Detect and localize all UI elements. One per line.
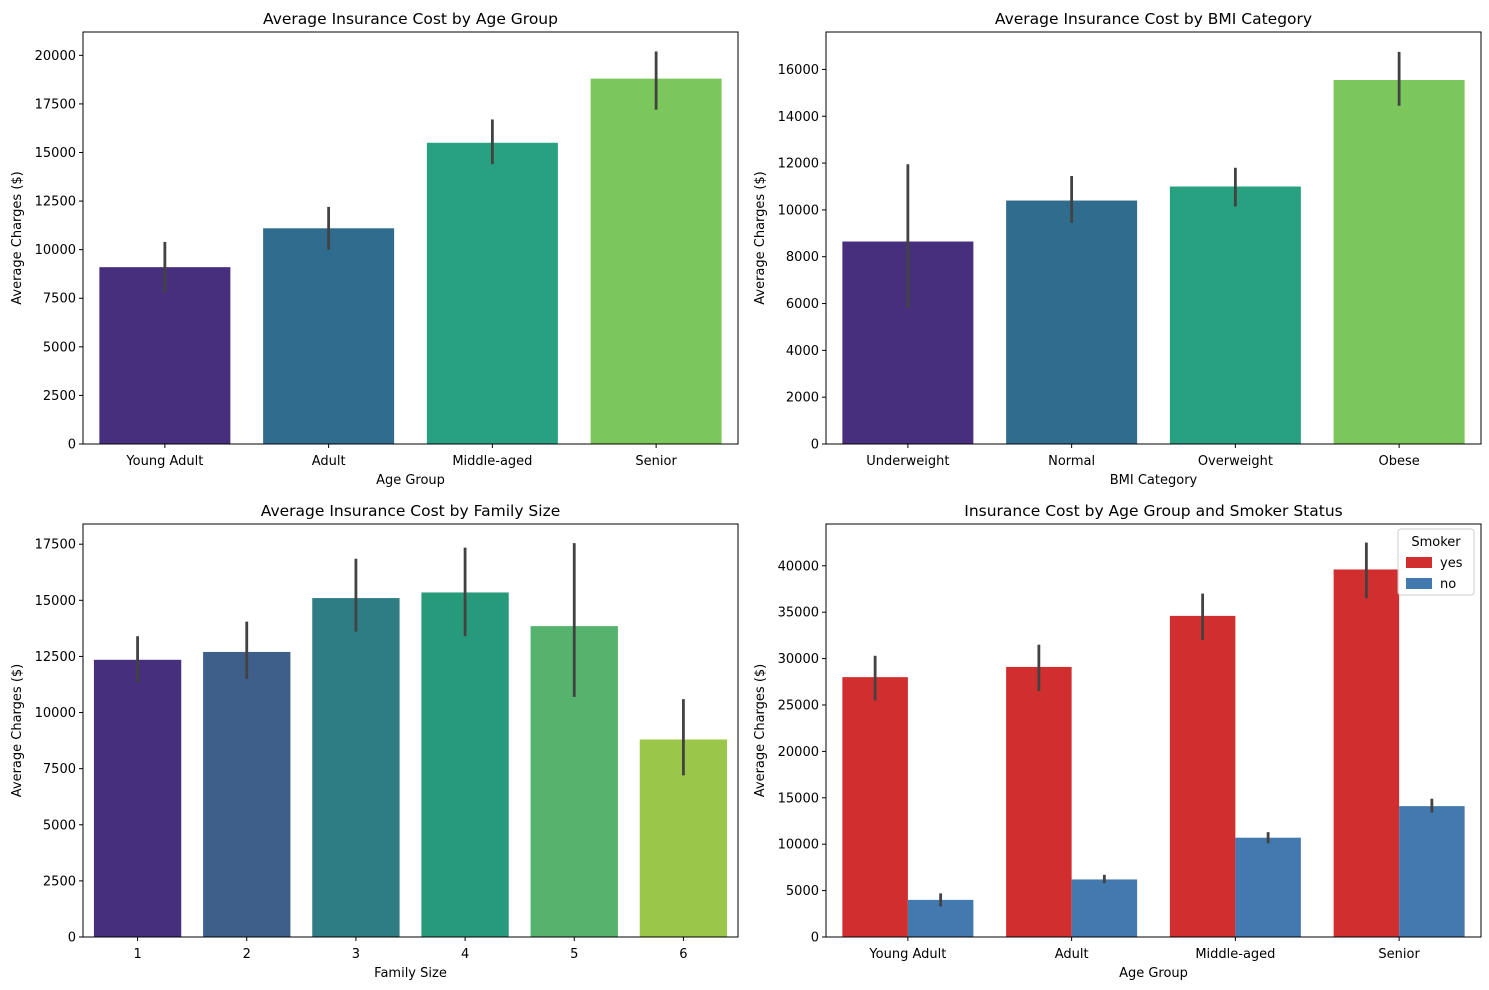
axes-frame	[825, 523, 1482, 938]
y-tick-label: 15000	[35, 146, 76, 161]
y-tick-label: 40000	[778, 559, 819, 574]
x-tick-label: Underweight	[866, 454, 949, 469]
chart-title: Average Insurance Cost by BMI Category	[995, 10, 1312, 28]
x-tick-label: Middle-aged	[1195, 947, 1275, 962]
bar-1	[93, 659, 182, 937]
bar-2	[263, 228, 395, 444]
x-tick-label: 6	[679, 947, 687, 962]
y-tick-label: 6000	[786, 297, 819, 312]
y-tick-label: 10000	[35, 706, 76, 721]
y-tick-label: 5000	[786, 884, 819, 899]
chart-panel-2: 0 2000 4000 6000 8000 10000 12000 14000 16000 Und…	[753, 10, 1482, 488]
x-tick-label: Overweight	[1198, 454, 1273, 469]
y-tick-label: 4000	[786, 344, 819, 359]
bar-3	[426, 142, 558, 444]
y-tick-label: 2500	[43, 389, 76, 404]
x-tick-label: Obese	[1378, 454, 1419, 469]
y-tick-label: 17500	[35, 538, 76, 553]
y-tick-label: 0	[68, 931, 76, 946]
x-tick-label: Adult	[312, 454, 346, 469]
axes-frame	[825, 31, 1482, 445]
legend-swatch-no	[1406, 578, 1432, 589]
y-tick-label: 17500	[35, 97, 76, 112]
bar-yes-1	[842, 677, 908, 937]
y-tick-label: 0	[811, 931, 819, 946]
y-axis-label: Average Charges ($)	[10, 664, 25, 798]
legend: Smoker yes no	[1397, 528, 1475, 596]
legend-swatch-yes	[1406, 557, 1432, 568]
x-tick-label: 5	[570, 947, 578, 962]
bar-no-4	[1399, 806, 1465, 937]
bar-no-3	[1235, 837, 1301, 937]
chart-panel-3: 0 2500 5000 7500 10000 12500 15000 17500 1 2 3 4 5 6 A…	[10, 502, 739, 981]
y-tick-label: 15000	[35, 594, 76, 609]
x-tick-label: 2	[243, 947, 251, 962]
chart-panel-4: 0 5000 10000 15000 20000 25000 30000 35000 40000…	[753, 502, 1482, 981]
y-axis-label: Average Charges ($)	[10, 171, 25, 305]
y-tick-label: 0	[811, 438, 819, 453]
axes-frame	[82, 523, 739, 938]
chart-panel-1: 0 2500 5000 7500 10000 12500 15000 17500 20000 Yo…	[10, 10, 739, 488]
y-tick-label: 7500	[43, 292, 76, 307]
bar-2	[203, 651, 291, 937]
bar-no-2	[1071, 879, 1138, 937]
bar-4	[421, 592, 509, 937]
legend-label-no: no	[1440, 577, 1456, 592]
x-tick-label: Adult	[1055, 947, 1089, 962]
bar-4	[590, 78, 722, 444]
y-tick-label: 20000	[35, 49, 76, 64]
y-tick-label: 30000	[778, 652, 819, 667]
x-tick-label: Young Adult	[868, 947, 946, 962]
bar-4	[1333, 79, 1465, 444]
y-tick-label: 12500	[35, 650, 76, 665]
x-axis-label: Age Group	[376, 473, 445, 488]
x-axis-label: Age Group	[1119, 966, 1188, 981]
y-axis-label: Average Charges ($)	[753, 171, 768, 305]
legend-title: Smoker	[1411, 535, 1461, 550]
y-tick-label: 7500	[43, 762, 76, 777]
x-tick-label: Middle-aged	[452, 454, 532, 469]
x-axis-label: BMI Category	[1110, 473, 1198, 488]
y-tick-label: 0	[68, 438, 76, 453]
y-tick-label: 14000	[778, 110, 819, 125]
bar-3	[1169, 186, 1301, 444]
chart-title: Average Insurance Cost by Age Group	[263, 10, 558, 28]
x-tick-label: 3	[352, 947, 360, 962]
y-tick-label: 15000	[778, 791, 819, 806]
chart-title: Insurance Cost by Age Group and Smoker S…	[964, 502, 1342, 520]
chart-title: Average Insurance Cost by Family Size	[261, 502, 561, 520]
bar-yes-3	[1169, 615, 1236, 937]
y-tick-label: 10000	[35, 243, 76, 258]
y-tick-label: 10000	[778, 838, 819, 853]
y-tick-label: 12000	[778, 157, 819, 172]
bar-1	[99, 267, 231, 444]
y-tick-label: 8000	[786, 250, 819, 265]
y-tick-label: 20000	[778, 745, 819, 760]
legend-label-yes: yes	[1440, 556, 1463, 571]
x-tick-label: 4	[461, 947, 469, 962]
axes-frame	[82, 31, 739, 445]
y-tick-label: 10000	[778, 203, 819, 218]
y-tick-label: 35000	[778, 606, 819, 621]
x-tick-label: Normal	[1048, 454, 1095, 469]
x-tick-label: Senior	[1378, 947, 1420, 962]
y-tick-label: 12500	[35, 195, 76, 210]
y-tick-label: 16000	[778, 63, 819, 78]
y-axis-label: Average Charges ($)	[753, 664, 768, 798]
y-tick-label: 25000	[778, 698, 819, 713]
y-tick-label: 5000	[43, 340, 76, 355]
bar-2	[1006, 200, 1138, 444]
x-tick-label: 1	[133, 947, 141, 962]
bar-yes-2	[1006, 666, 1072, 937]
bar-3	[312, 598, 400, 937]
x-tick-label: Senior	[635, 454, 677, 469]
x-tick-label: Young Adult	[125, 454, 203, 469]
y-tick-label: 2000	[786, 391, 819, 406]
y-tick-label: 2500	[43, 874, 76, 889]
y-tick-label: 5000	[43, 818, 76, 833]
bar-yes-4	[1333, 569, 1400, 937]
x-axis-label: Family Size	[374, 966, 447, 981]
